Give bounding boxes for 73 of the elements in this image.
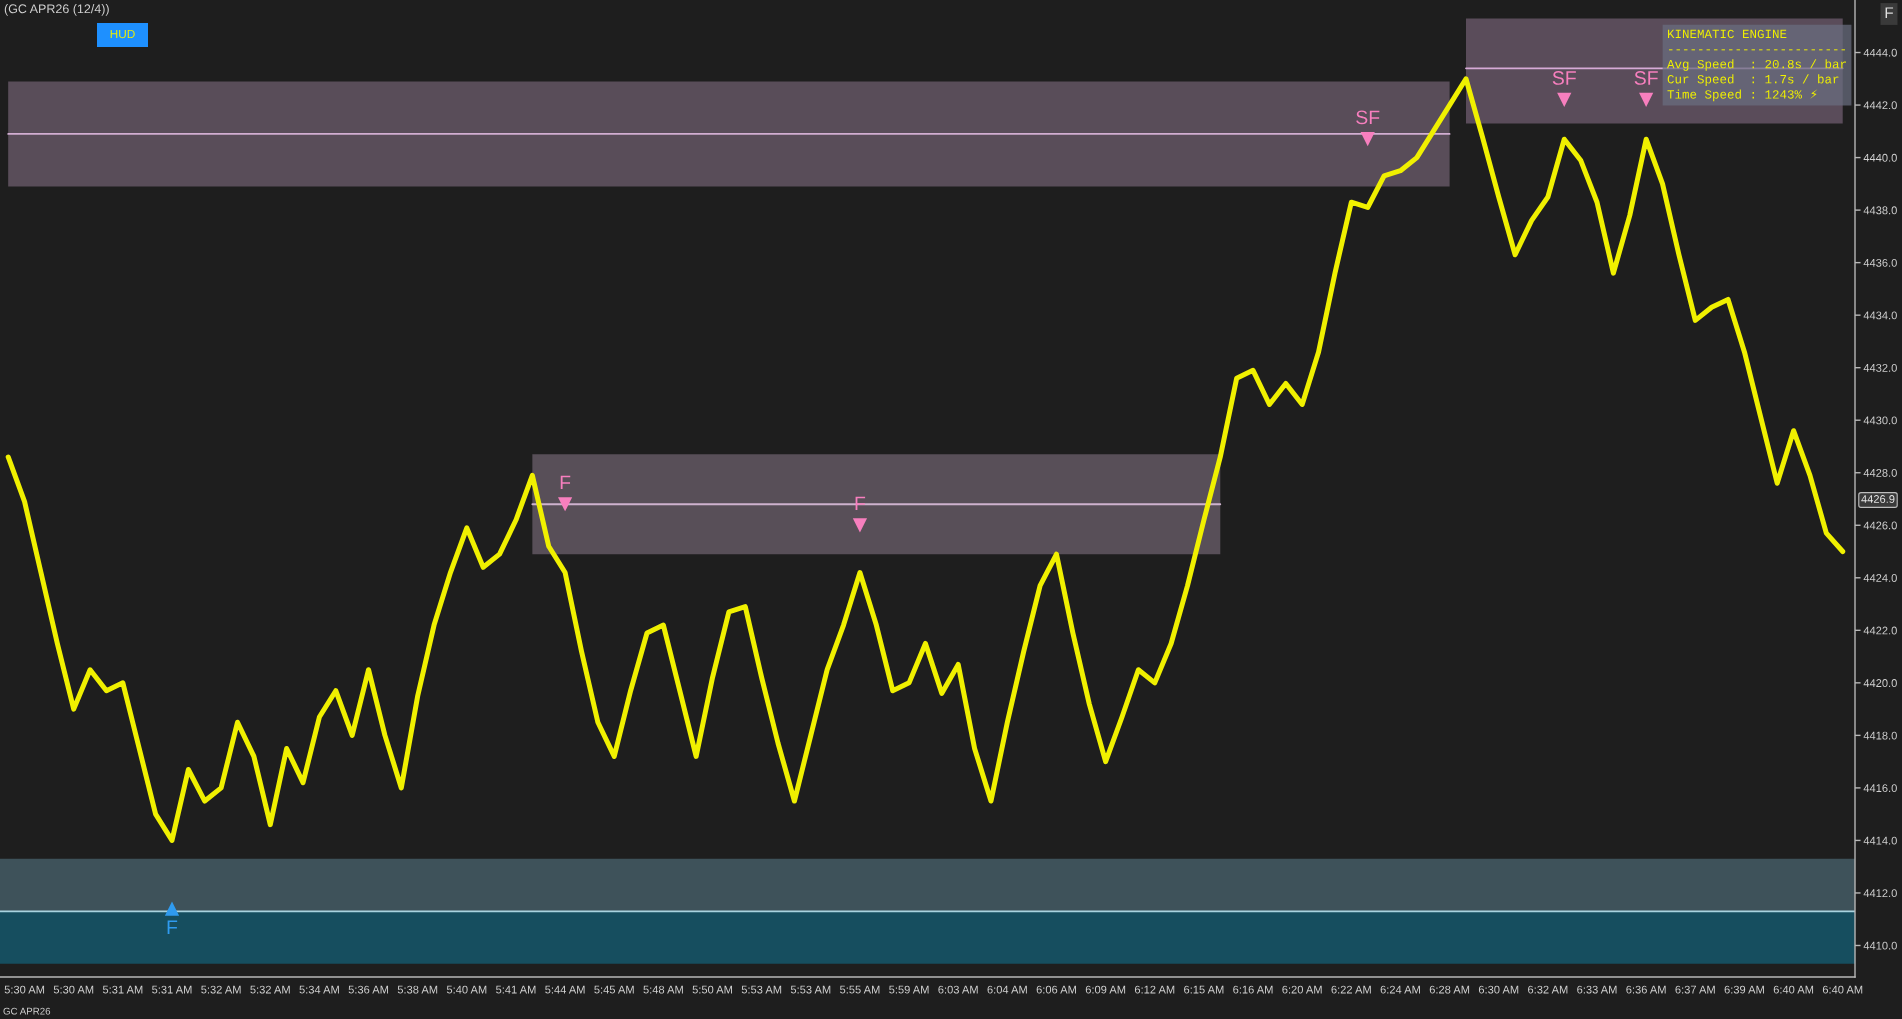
y-tick-label: 4428.0 — [1863, 469, 1897, 477]
x-tick-label: 6:40 AM — [1822, 985, 1863, 994]
point — [557, 497, 573, 512]
y-tick-label: 4416.0 — [1863, 784, 1897, 793]
y-tick-label: 4442.0 — [1863, 101, 1897, 110]
x-tick-label: 5:44 AM — [545, 985, 585, 994]
x-tick-label: 5:45 AM — [594, 985, 634, 994]
x-tick-label: 6:22 AM — [1331, 985, 1371, 994]
x-tick-label: 5:59 AM — [889, 985, 929, 994]
y-tick-label: 4420.0 — [1863, 679, 1897, 687]
y-tick-label: 4424.0 — [1863, 574, 1897, 582]
y-tick-label: 4412.0 — [1863, 889, 1897, 898]
x-tick-label: 6:06 AM — [1036, 985, 1076, 994]
y-tick-label: 4414.0 — [1863, 836, 1897, 845]
x-tick-label: 5:38 AM — [397, 985, 438, 994]
x-tick-label: 6:32 AM — [1528, 985, 1568, 994]
x-tick-label: 6:37 AM — [1675, 985, 1715, 994]
data-label: SF — [1356, 110, 1380, 125]
x-tick-label: 5:53 AM — [741, 985, 782, 994]
x-tick-label: 5:32 AM — [250, 985, 290, 994]
y-tick-label: 4410.0 — [1863, 941, 1897, 950]
y-tick-label: 4430.0 — [1863, 416, 1897, 425]
point — [164, 901, 180, 916]
annotation: HUD — [110, 29, 135, 39]
x-tick-label: 5:55 AM — [840, 985, 880, 994]
annotation: KINEMATIC ENGINE ------------------------ Avg Speed : 20.8s / bar Cur Speed : 1.7s / bar Time Speed : 1243% ⚡ — [1667, 29, 1846, 102]
x-tick-label: 6:28 AM — [1429, 985, 1470, 994]
x-tick-label: 5:48 AM — [643, 985, 683, 994]
y-tick-label: 4434.0 — [1863, 311, 1897, 320]
x-tick-label: 6:24 AM — [1380, 985, 1420, 994]
y-tick-label: 4438.0 — [1863, 206, 1897, 215]
text: GC APR26 — [3, 1007, 51, 1015]
x-tick-label: 6:04 AM — [987, 985, 1027, 994]
x-tick-label: 5:34 AM — [299, 985, 339, 994]
y-tick-label: 4418.0 — [1863, 731, 1897, 740]
x-tick-label: 6:20 AM — [1282, 985, 1322, 994]
data-label: SF — [1552, 71, 1576, 85]
y-tick-label: 4426.0 — [1863, 521, 1897, 530]
x-tick-label: 5:31 AM — [152, 985, 192, 994]
text: 4426.9 — [1861, 495, 1895, 503]
data-label: SF — [1634, 71, 1658, 85]
x-tick-label: 6:40 AM — [1773, 985, 1814, 994]
text: F — [1885, 7, 1894, 18]
x-tick-label: 6:39 AM — [1724, 985, 1764, 994]
data-label: F — [167, 920, 178, 934]
x-tick-label: 6:33 AM — [1577, 985, 1617, 994]
data-label: F — [560, 475, 571, 490]
x-tick-label: 5:53 AM — [790, 985, 831, 994]
x-tick-label: 5:31 AM — [102, 985, 143, 994]
x-tick-label: 5:41 AM — [496, 985, 536, 994]
point — [1360, 132, 1375, 147]
point — [1557, 92, 1572, 107]
y-tick-label: 4432.0 — [1863, 363, 1897, 372]
point — [852, 518, 868, 533]
x-tick-label: 5:32 AM — [201, 985, 241, 994]
x-tick-label: 6:09 AM — [1085, 985, 1126, 994]
x-tick-label: 5:50 AM — [692, 985, 732, 994]
x-tick-label: 6:30 AM — [1478, 985, 1519, 994]
x-tick-label: 6:16 AM — [1233, 985, 1273, 994]
y-tick-label: 4444.0 — [1863, 48, 1897, 57]
chart-title: (GC APR26 (12/4)) — [4, 4, 109, 16]
y-tick-label: 4436.0 — [1863, 258, 1897, 267]
x-tick-label: 6:12 AM — [1134, 985, 1175, 994]
x-tick-label: 5:30 AM — [4, 985, 45, 994]
x-tick-label: 5:40 AM — [446, 985, 487, 994]
x-tick-label: 6:15 AM — [1184, 985, 1224, 994]
y-tick-label: 4440.0 — [1863, 153, 1897, 162]
x-tick-label: 5:30 AM — [53, 985, 94, 994]
y-tick-label: 4422.0 — [1863, 626, 1897, 635]
x-tick-label: 5:36 AM — [348, 985, 389, 994]
x-tick-label: 6:36 AM — [1626, 985, 1666, 994]
point — [1639, 92, 1654, 107]
x-tick-label: 6:03 AM — [938, 985, 978, 994]
